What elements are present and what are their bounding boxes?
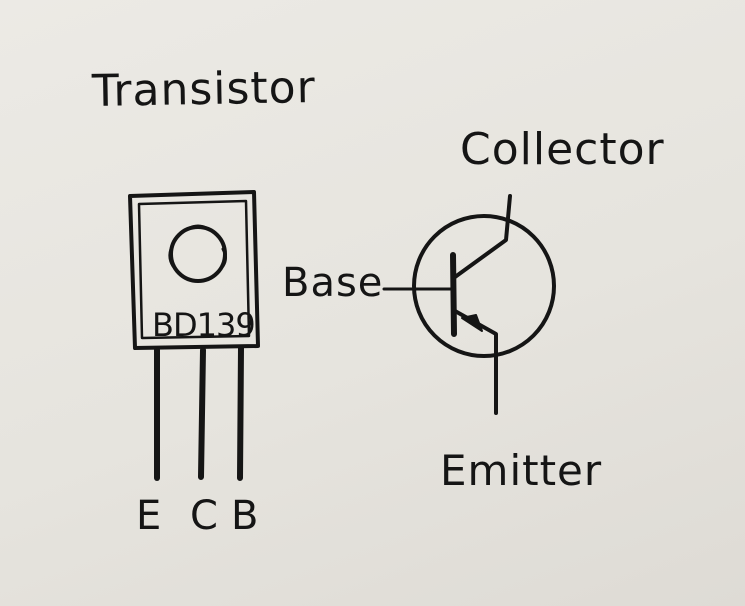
package-outline [128, 190, 260, 350]
emitter-label: Emitter [440, 446, 603, 495]
mounting-hole-notch [168, 224, 227, 268]
package-marking: BD139 [152, 306, 256, 344]
base-bar [450, 252, 457, 337]
collector-lead [453, 194, 512, 279]
collector-label: Collector [460, 124, 665, 175]
pin-collector-lead [198, 347, 206, 480]
pin-label-collector: C [190, 493, 218, 539]
pin-label-base: B [231, 493, 259, 539]
base-label: Base [282, 260, 384, 306]
pin-label-emitter: E [136, 493, 162, 539]
transistor-package [128, 190, 260, 350]
pin-base-lead [237, 345, 244, 481]
npn-schematic-symbol [382, 194, 556, 415]
diagram-title: Transistor [91, 62, 317, 117]
package-inner-outline [137, 199, 251, 340]
emitter-arrow [461, 314, 483, 332]
mounting-hole [169, 225, 227, 283]
symbol-circle [412, 214, 556, 358]
